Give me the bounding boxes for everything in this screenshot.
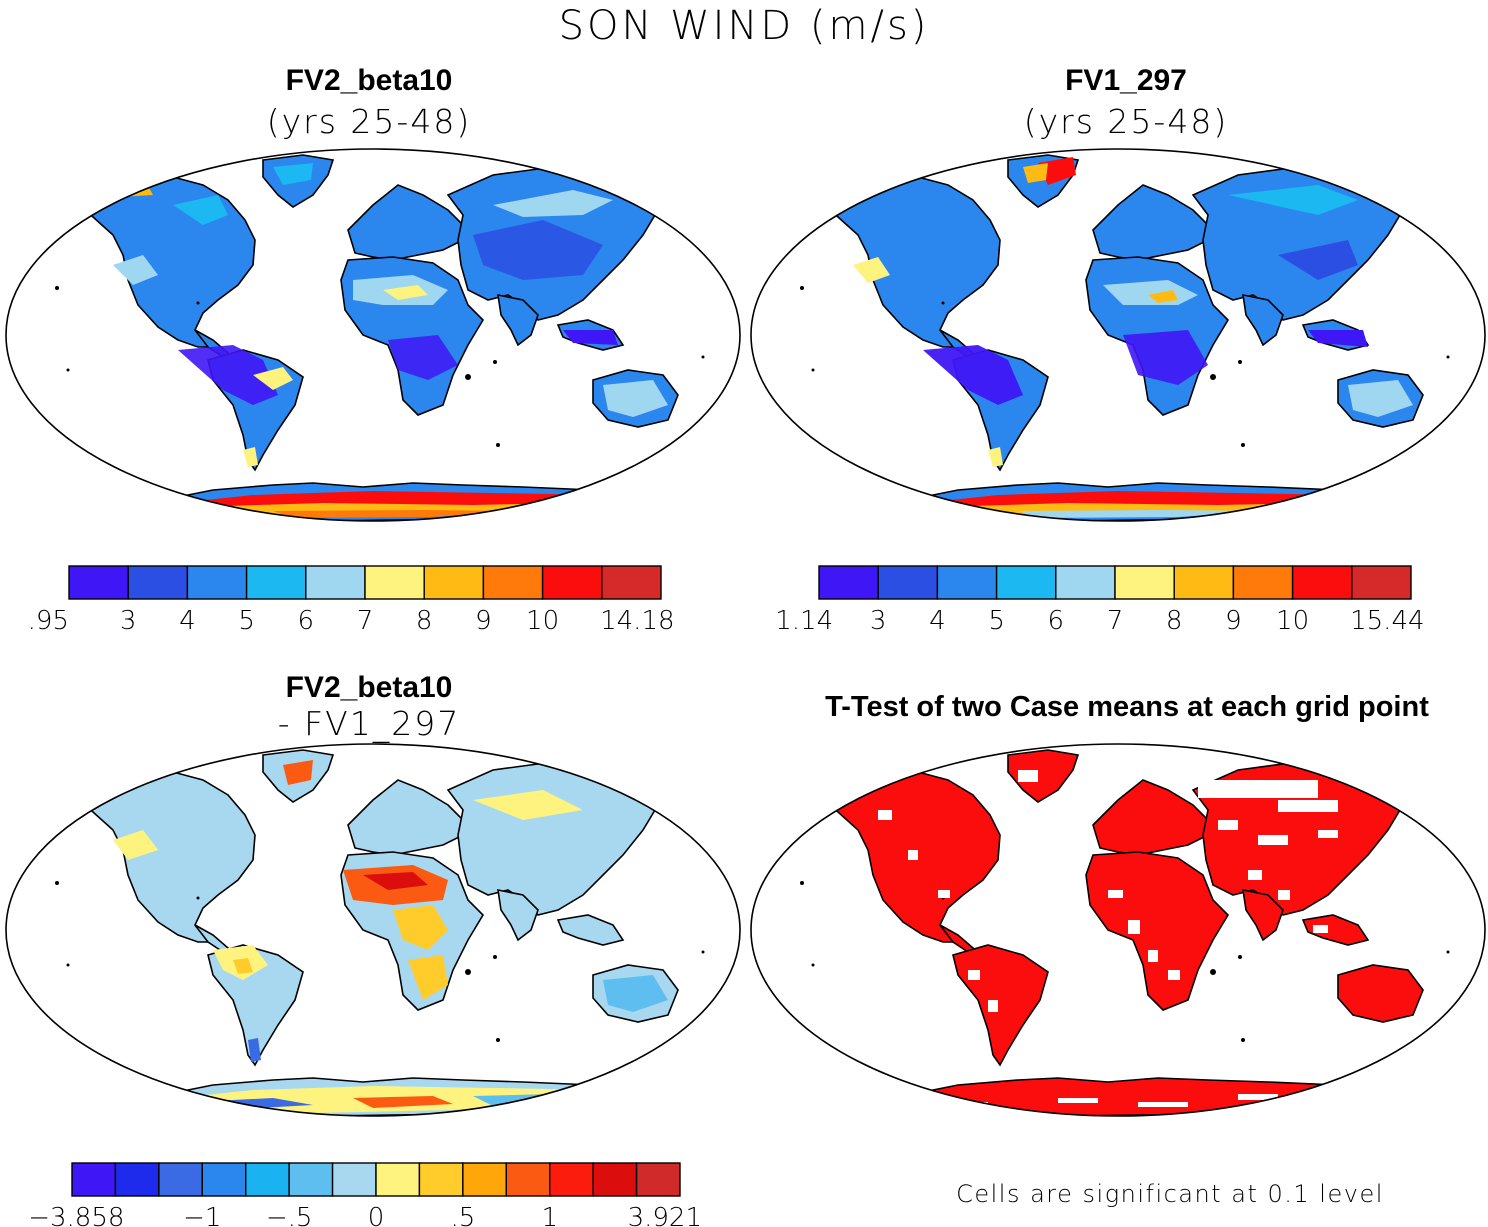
colorbar-3-swatch-10 — [462, 1162, 507, 1197]
colorbar-1-swatch-1 — [68, 565, 129, 600]
colorbar-2-swatch-1 — [818, 565, 879, 600]
colorbar-1-label-8: 9 — [475, 606, 492, 636]
significance-caption: Cells are significant at 0.1 level — [956, 1180, 1384, 1208]
map-panel-1 — [5, 148, 741, 522]
colorbar-3-swatch-14 — [635, 1162, 681, 1197]
colorbar-3-swatch-11 — [505, 1162, 551, 1197]
colorbar-1-label-6: 7 — [357, 606, 374, 636]
panel-2-subtitle: (yrs 25-48) — [1023, 102, 1229, 141]
colorbar-2-label-7: 8 — [1166, 606, 1183, 636]
colorbar-3-swatch-5 — [245, 1162, 290, 1197]
colorbar-2-swatch-5 — [1055, 565, 1116, 600]
colorbar-3-label-1: −3.858 — [28, 1203, 124, 1227]
panel-4-title: T-Test of two Case means at each grid po… — [825, 691, 1429, 723]
colorbar-1-label-9: 10 — [526, 606, 559, 636]
colorbar-1-label-5: 6 — [298, 606, 315, 636]
colorbar-1-swatch-4 — [245, 565, 307, 600]
colorbar-1-label-7: 8 — [416, 606, 433, 636]
colorbar-3-swatch-13 — [592, 1162, 638, 1197]
colorbar-2-label-3: 4 — [929, 606, 946, 636]
panel-2-title: FV1_297 — [1065, 64, 1187, 97]
colorbar-3-swatch-6 — [288, 1162, 334, 1197]
colorbar-3-label-6: 1 — [541, 1203, 558, 1227]
colorbar-3-label-7: 3.921 — [628, 1203, 702, 1227]
colorbar-1-swatch-8 — [482, 565, 544, 600]
colorbar-3-swatch-2 — [114, 1162, 160, 1197]
colorbar-3-swatch-12 — [549, 1162, 594, 1197]
colorbar-1-swatch-9 — [541, 565, 603, 600]
colorbar-1-label-1: .95 — [28, 606, 69, 636]
colorbar-3-label-3: −.5 — [266, 1203, 313, 1227]
colorbar-2-swatch-7 — [1173, 565, 1235, 600]
colorbar-2-swatch-9 — [1291, 565, 1353, 600]
colorbar-1-swatch-10 — [601, 565, 662, 600]
colorbar-3-swatch-3 — [158, 1162, 203, 1197]
colorbar-3-label-4: 0 — [368, 1203, 385, 1227]
colorbar-2-swatch-4 — [995, 565, 1057, 600]
colorbar-panel-1: .95 3 4 5 6 7 8 9 10 14.18 — [28, 565, 675, 636]
colorbar-3-swatch-4 — [201, 1162, 247, 1197]
colorbar-2-label-4: 5 — [988, 606, 1005, 636]
colorbar-2-label-10: 15.44 — [1350, 606, 1424, 636]
colorbar-1-swatch-2 — [127, 565, 189, 600]
colorbar-3-swatch-7 — [331, 1162, 377, 1197]
colorbar-2-swatch-2 — [877, 565, 939, 600]
colorbar-3-label-5: .5 — [450, 1203, 475, 1227]
colorbar-1-swatch-6 — [364, 565, 425, 600]
panel-1-field-overlay — [103, 163, 668, 518]
panel-3-title: FV2_beta10 — [285, 671, 453, 704]
colorbar-1-label-10: 14.18 — [600, 606, 674, 636]
colorbar-2-label-2: 3 — [870, 606, 887, 636]
panel-1-subtitle: (yrs 25-48) — [266, 102, 472, 141]
colorbar-panel-3: −3.858 −1 −.5 0 .5 1 3.921 — [28, 1162, 702, 1227]
map-panel-4 — [750, 743, 1486, 1117]
colorbar-3-swatch-1 — [71, 1162, 117, 1197]
panel-3-field-overlay — [113, 760, 668, 1113]
colorbar-2-swatch-10 — [1351, 565, 1412, 600]
panel-1-title: FV2_beta10 — [285, 64, 453, 97]
colorbar-2-swatch-3 — [936, 565, 998, 600]
colorbar-2-swatch-6 — [1114, 565, 1175, 600]
colorbar-2-swatch-8 — [1232, 565, 1294, 600]
figure-title: SON WIND (m/s) — [558, 3, 930, 49]
colorbar-2-label-9: 10 — [1276, 606, 1309, 636]
colorbar-1-swatch-5 — [305, 565, 366, 600]
panel-3-subtitle: - FV1_297 — [277, 704, 461, 743]
colorbar-1-swatch-7 — [423, 565, 485, 600]
colorbar-3-label-2: −1 — [183, 1203, 221, 1227]
colorbar-3-swatch-9 — [418, 1162, 464, 1197]
colorbar-1-label-2: 3 — [120, 606, 137, 636]
colorbar-2-label-6: 7 — [1107, 606, 1124, 636]
panel-4-insignificant-cells — [878, 770, 1338, 1108]
map-panel-2 — [750, 148, 1486, 522]
colorbar-1-label-4: 5 — [238, 606, 255, 636]
map-panel-3 — [5, 743, 741, 1117]
colorbar-3-swatch-8 — [375, 1162, 421, 1197]
colorbar-2-label-5: 6 — [1048, 606, 1065, 636]
colorbar-2-label-1: 1.14 — [775, 606, 833, 636]
colorbar-2-label-8: 9 — [1225, 606, 1242, 636]
colorbar-1-label-3: 4 — [179, 606, 196, 636]
colorbar-panel-2: 1.14 3 4 5 6 7 8 9 10 15.44 — [775, 565, 1425, 636]
colorbar-1-swatch-3 — [186, 565, 248, 600]
panel-3-land — [72, 749, 679, 1116]
